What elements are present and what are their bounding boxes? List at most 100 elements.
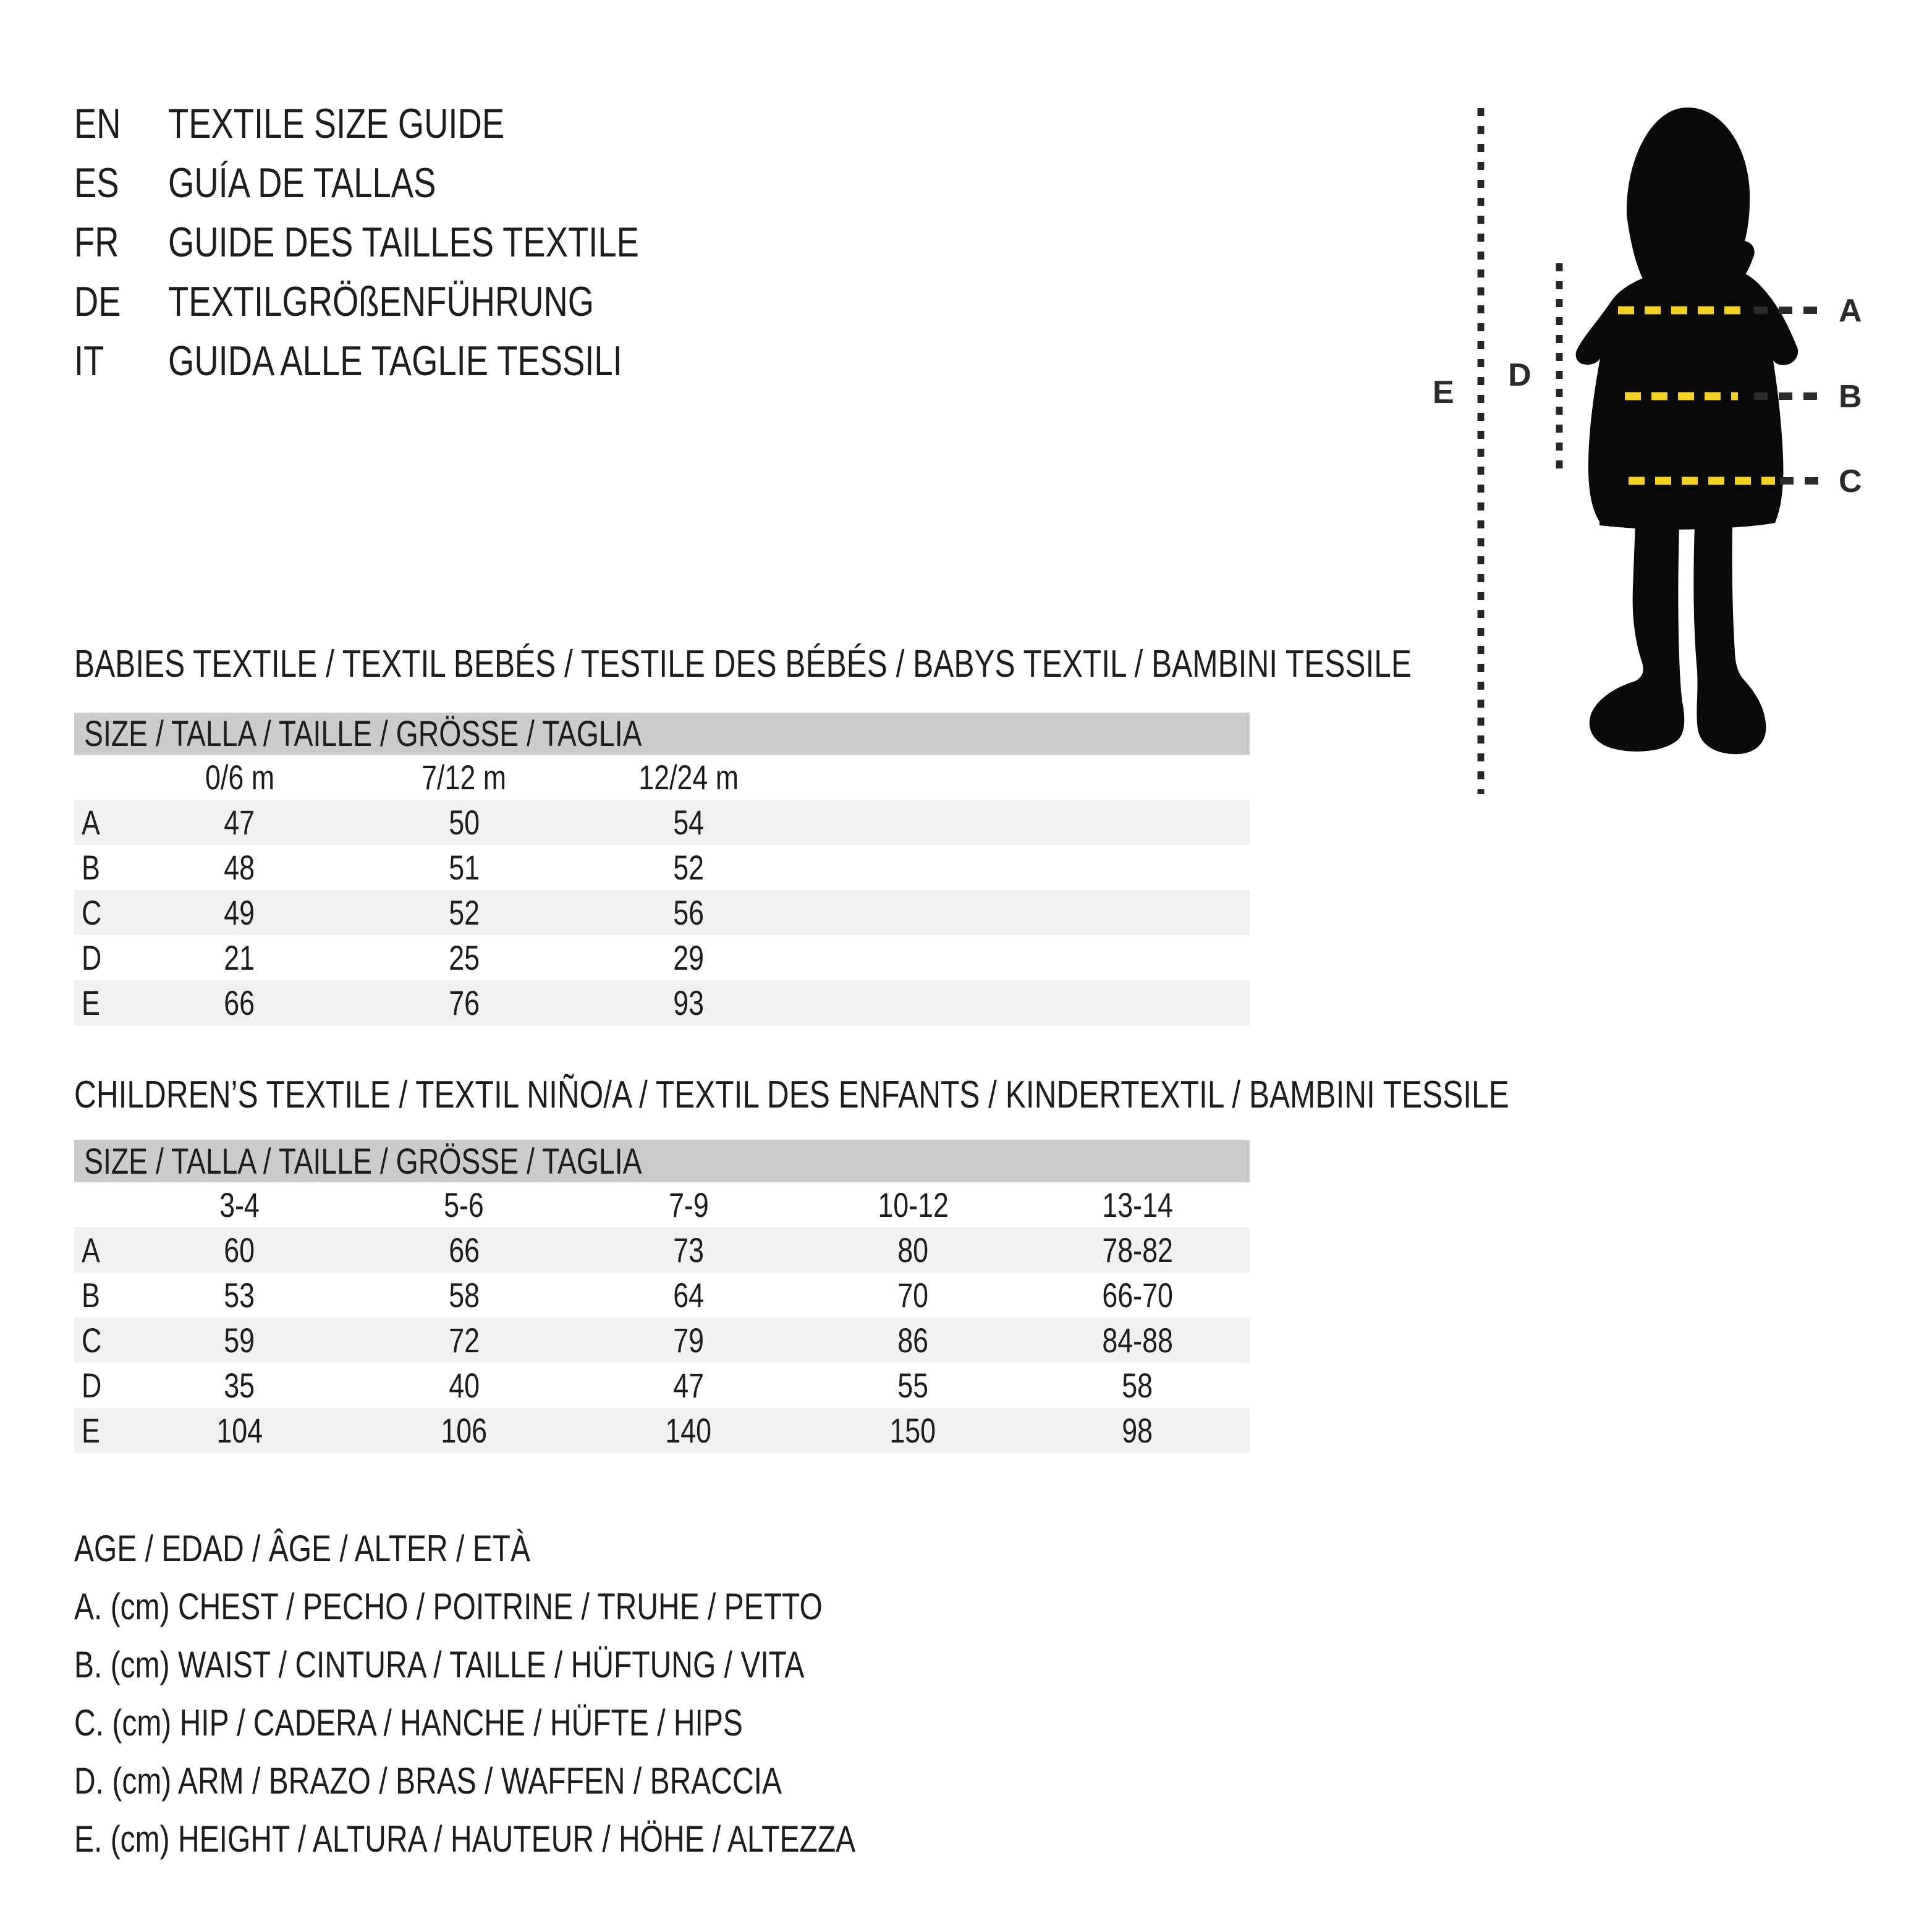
- table-cell: 66: [224, 983, 255, 1022]
- table-cell: 150: [889, 1411, 936, 1450]
- column-header: 3-4: [219, 1185, 260, 1224]
- row-label: D: [82, 938, 102, 977]
- babies-column-header-row: 0/6 m 7/12 m 12/24 m: [74, 755, 1250, 800]
- table-cell: 64: [673, 1276, 704, 1315]
- legend-age-line: AGE / EDAD / ÂGE / ALTER / ETÀ: [74, 1527, 530, 1569]
- table-cell: 66-70: [1102, 1276, 1173, 1315]
- lang-code: ES: [74, 159, 119, 206]
- table-cell: 98: [1122, 1411, 1153, 1450]
- table-row-c: C 49 52 56: [74, 890, 1250, 935]
- row-label: B: [82, 1276, 100, 1315]
- table-cell: 58: [1122, 1366, 1153, 1405]
- table-cell: 66: [448, 1231, 480, 1269]
- lang-code: IT: [74, 337, 104, 384]
- column-header: 0/6 m: [205, 758, 274, 797]
- babies-size-table: SIZE / TALLA / TAILLE / GRÖSSE / TAGLIA …: [74, 713, 1250, 1025]
- legend-waist-line: B. (cm) WAIST / CINTURA / TAILLE / HÜFTU…: [74, 1643, 805, 1685]
- table-cell: 59: [224, 1321, 255, 1360]
- table-cell: 78-82: [1102, 1231, 1173, 1269]
- table-cell: 48: [224, 848, 255, 887]
- table-cell: 21: [224, 938, 255, 977]
- babies-section-title: BABIES TEXTILE / TEXTIL BEBÉS / TESTILE …: [74, 643, 1412, 685]
- guide-title-fr: GUIDE DES TAILLES TEXTILE: [168, 219, 639, 266]
- table-cell: 35: [224, 1366, 255, 1405]
- table-cell: 56: [673, 893, 704, 932]
- legend-height-line: E. (cm) HEIGHT / ALTURA / HAUTEUR / HÖHE…: [74, 1818, 856, 1860]
- table-cell: 40: [448, 1366, 480, 1405]
- size-header-label: SIZE / TALLA / TAILLE / GRÖSSE / TAGLIA: [84, 713, 642, 754]
- column-header: 12/24 m: [638, 758, 739, 797]
- table-cell: 54: [673, 803, 704, 842]
- legend-arm-line: D. (cm) ARM / BRAZO / BRAS / WAFFEN / BR…: [74, 1760, 782, 1802]
- column-header: 13-14: [1102, 1185, 1173, 1224]
- size-header-bar: SIZE / TALLA / TAILLE / GRÖSSE / TAGLIA: [74, 1140, 1250, 1182]
- table-cell: 51: [448, 848, 480, 887]
- table-row-b: B 53 58 64 70 66-70: [74, 1273, 1250, 1318]
- measurement-legend: AGE / EDAD / ÂGE / ALTER / ETÀ A. (cm) C…: [74, 1519, 1051, 1868]
- table-row-c: C 59 72 79 86 84-88: [74, 1318, 1250, 1363]
- guide-title-it: GUIDA ALLE TAGLIE TESSILI: [168, 337, 622, 384]
- lang-code: FR: [74, 219, 119, 266]
- guide-title-en: TEXTILE SIZE GUIDE: [168, 100, 505, 147]
- table-cell: 49: [224, 893, 255, 932]
- legend-chest-line: A. (cm) CHEST / PECHO / POITRINE / TRUHE…: [74, 1585, 823, 1627]
- lang-row-es: ES GUÍA DE TALLAS: [74, 153, 756, 213]
- height-label: E: [1433, 375, 1454, 410]
- lang-row-it: IT GUIDA ALLE TAGLIE TESSILI: [74, 331, 756, 391]
- row-label: C: [82, 893, 102, 932]
- lang-row-en: EN TEXTILE SIZE GUIDE: [74, 94, 756, 153]
- table-cell: 79: [673, 1321, 704, 1360]
- table-row-d: D 35 40 47 55 58: [74, 1363, 1250, 1408]
- row-label: C: [82, 1321, 102, 1360]
- size-header-label: SIZE / TALLA / TAILLE / GRÖSSE / TAGLIA: [84, 1141, 642, 1182]
- guide-title-es: GUÍA DE TALLAS: [168, 159, 436, 206]
- row-label: D: [82, 1366, 102, 1405]
- table-cell: 58: [448, 1276, 480, 1315]
- table-cell: 73: [673, 1231, 704, 1269]
- table-cell: 72: [448, 1321, 480, 1360]
- measurement-diagram: A B C D E: [1409, 87, 1932, 803]
- table-cell: 50: [448, 803, 480, 842]
- table-cell: 52: [673, 848, 704, 887]
- table-cell: 55: [897, 1366, 929, 1405]
- lang-row-de: DE TEXTILGRÖßENFÜHRUNG: [74, 272, 756, 331]
- table-cell: 53: [224, 1276, 255, 1315]
- language-title-block: EN TEXTILE SIZE GUIDE ES GUÍA DE TALLAS …: [74, 94, 756, 391]
- children-section-title: CHILDREN’S TEXTILE / TEXTIL NIÑO/A / TEX…: [74, 1074, 1509, 1116]
- table-row-a: A 47 50 54: [74, 800, 1250, 845]
- child-silhouette-diagram-icon: A B C D E: [1433, 107, 1862, 794]
- table-cell: 140: [665, 1411, 712, 1450]
- row-label: E: [82, 983, 100, 1022]
- lang-code: DE: [74, 278, 121, 325]
- table-row-d: D 21 25 29: [74, 935, 1250, 980]
- table-cell: 47: [673, 1366, 704, 1405]
- table-cell: 106: [441, 1411, 488, 1450]
- table-cell: 104: [216, 1411, 263, 1450]
- size-header-bar: SIZE / TALLA / TAILLE / GRÖSSE / TAGLIA: [74, 713, 1250, 755]
- table-cell: 70: [897, 1276, 929, 1315]
- arm-label: D: [1508, 357, 1532, 393]
- lang-code: EN: [74, 100, 121, 147]
- table-row-b: B 48 51 52: [74, 845, 1250, 890]
- column-header: 7-9: [668, 1185, 709, 1224]
- table-row-e: E 66 76 93: [74, 980, 1250, 1025]
- table-row-e: E 104 106 140 150 98: [74, 1408, 1250, 1453]
- column-header: 10-12: [877, 1185, 949, 1224]
- table-cell: 86: [897, 1321, 929, 1360]
- row-label: A: [82, 1231, 100, 1269]
- row-label: E: [82, 1411, 100, 1450]
- guide-title-de: TEXTILGRÖßENFÜHRUNG: [168, 278, 595, 325]
- table-cell: 47: [224, 803, 255, 842]
- legend-hip-line: C. (cm) HIP / CADERA / HANCHE / HÜFTE / …: [74, 1701, 743, 1743]
- children-column-header-row: 3-4 5-6 7-9 10-12 13-14: [74, 1182, 1250, 1227]
- row-label: A: [82, 803, 100, 842]
- table-cell: 76: [448, 983, 480, 1022]
- row-label: B: [82, 848, 100, 887]
- table-cell: 93: [673, 983, 704, 1022]
- table-cell: 84-88: [1102, 1321, 1173, 1360]
- table-cell: 60: [224, 1231, 255, 1269]
- table-cell: 29: [673, 938, 704, 977]
- waist-label: B: [1839, 379, 1862, 415]
- lang-row-fr: FR GUIDE DES TAILLES TEXTILE: [74, 213, 756, 272]
